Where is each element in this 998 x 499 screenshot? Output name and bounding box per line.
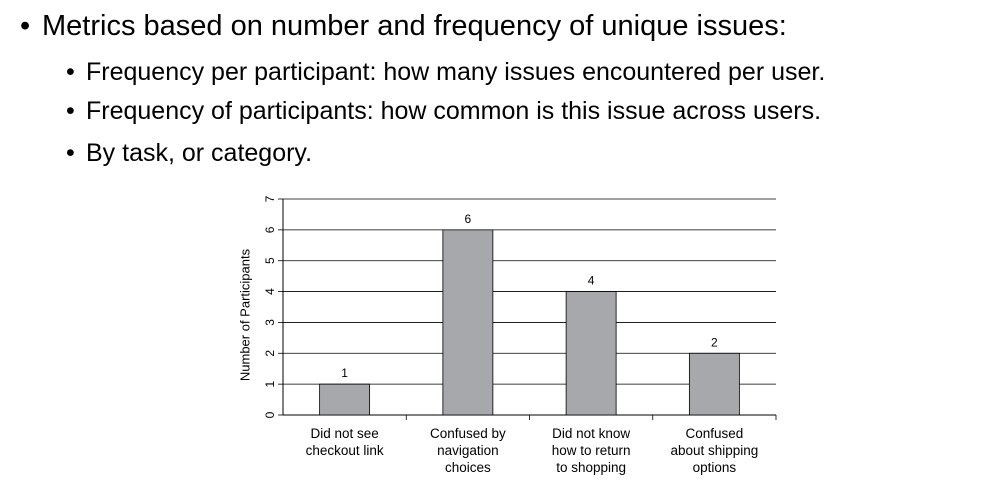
y-tick-label: 4 xyxy=(263,288,277,295)
bar xyxy=(565,291,617,416)
bullet-main: • Metrics based on number and frequency … xyxy=(20,6,787,46)
x-tick-label: choices xyxy=(445,460,491,475)
data-label: 1 xyxy=(341,366,348,380)
y-tick-label: 1 xyxy=(263,380,277,387)
bullet-dot: • xyxy=(66,96,75,125)
x-tick-label: options xyxy=(693,460,737,475)
x-tick-label: Confused xyxy=(685,426,743,441)
bar xyxy=(442,229,494,416)
y-tick-label: 3 xyxy=(263,319,277,326)
x-tick-label: Confused by xyxy=(430,426,506,441)
x-tick-label: navigation xyxy=(437,443,499,458)
x-tick-label: Did not see xyxy=(310,426,378,441)
bar xyxy=(319,383,371,416)
x-tick-label: about shipping xyxy=(670,443,758,458)
data-label: 6 xyxy=(465,212,472,226)
x-tick-label: to shopping xyxy=(556,460,626,475)
y-tick-label: 6 xyxy=(263,226,277,233)
bullet-dot: • xyxy=(20,9,31,42)
bullet-main-text: Metrics based on number and frequency of… xyxy=(42,9,787,42)
data-label: 4 xyxy=(588,274,595,288)
bullet-sub-3: • By task, or category. xyxy=(66,135,312,171)
y-tick-label: 0 xyxy=(263,411,277,418)
bullet-dot: • xyxy=(66,138,75,167)
bullet-sub-text: Frequency of participants: how common is… xyxy=(86,96,822,125)
y-tick-label: 7 xyxy=(263,195,277,202)
bullet-sub-1: • Frequency per participant: how many is… xyxy=(66,54,825,90)
bullet-sub-2: • Frequency of participants: how common … xyxy=(66,93,821,129)
data-label: 2 xyxy=(711,335,718,349)
y-axis-label: Number of Participants xyxy=(238,248,253,381)
bullet-dot: • xyxy=(66,57,75,86)
bar xyxy=(688,352,740,416)
bullet-sub-text: Frequency per participant: how many issu… xyxy=(86,57,826,86)
x-tick-label: how to return xyxy=(552,443,631,458)
y-tick-label: 5 xyxy=(263,257,277,264)
x-tick-label: Did not know xyxy=(552,426,630,441)
y-tick-label: 2 xyxy=(263,350,277,357)
bullet-sub-text: By task, or category. xyxy=(86,138,313,167)
x-tick-label: checkout link xyxy=(306,443,384,458)
